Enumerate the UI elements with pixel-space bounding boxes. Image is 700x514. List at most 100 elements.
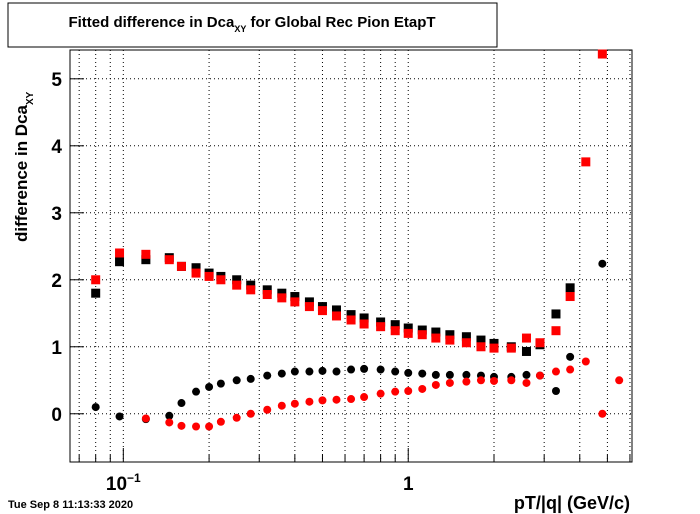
point bbox=[535, 371, 544, 380]
point bbox=[141, 414, 150, 423]
point bbox=[403, 323, 413, 333]
point bbox=[304, 297, 314, 307]
point bbox=[191, 268, 201, 278]
point bbox=[598, 409, 607, 418]
point bbox=[359, 319, 369, 329]
point bbox=[565, 292, 575, 302]
y-tick-label: 2 bbox=[51, 271, 62, 292]
point bbox=[445, 378, 454, 387]
point bbox=[141, 255, 151, 265]
point bbox=[376, 365, 385, 374]
point bbox=[216, 417, 225, 426]
point bbox=[165, 418, 174, 427]
point bbox=[391, 367, 400, 376]
plot-frame bbox=[69, 49, 633, 463]
point bbox=[141, 249, 151, 259]
point bbox=[598, 259, 607, 268]
point bbox=[551, 309, 561, 319]
x-tick-label: 10−1 bbox=[106, 471, 141, 495]
point bbox=[522, 378, 531, 387]
point bbox=[551, 326, 561, 336]
point bbox=[489, 338, 499, 348]
point bbox=[205, 422, 214, 431]
y-tick-label: 4 bbox=[51, 137, 62, 158]
point bbox=[476, 342, 486, 352]
point bbox=[216, 275, 226, 285]
point bbox=[176, 261, 186, 271]
point bbox=[521, 333, 531, 343]
point bbox=[305, 367, 314, 376]
point bbox=[232, 413, 241, 422]
point bbox=[551, 386, 560, 395]
point bbox=[403, 328, 413, 338]
point bbox=[192, 422, 201, 431]
point bbox=[115, 412, 124, 421]
point bbox=[246, 285, 256, 295]
point bbox=[431, 333, 441, 343]
point bbox=[216, 379, 225, 388]
y-tick-label: 5 bbox=[51, 70, 62, 91]
point bbox=[164, 255, 174, 265]
point bbox=[165, 411, 174, 420]
point bbox=[232, 275, 242, 285]
point bbox=[376, 317, 386, 327]
point bbox=[91, 275, 101, 285]
point bbox=[489, 343, 499, 353]
point bbox=[431, 327, 441, 337]
point bbox=[566, 365, 575, 374]
y-tick-label: 3 bbox=[51, 204, 62, 225]
point bbox=[461, 332, 471, 342]
title-box bbox=[7, 2, 498, 48]
point bbox=[462, 377, 471, 386]
point bbox=[476, 335, 486, 345]
y-axis-label: difference in DcaXY bbox=[12, 91, 36, 242]
point bbox=[346, 315, 356, 325]
chart-title: Fitted difference in DcaXY for Global Re… bbox=[68, 14, 435, 34]
point bbox=[246, 280, 256, 290]
point bbox=[551, 367, 560, 376]
point bbox=[615, 376, 624, 385]
point bbox=[418, 369, 427, 378]
point bbox=[290, 297, 300, 307]
point bbox=[376, 322, 386, 332]
point bbox=[246, 409, 255, 418]
point bbox=[347, 395, 356, 404]
point bbox=[535, 338, 545, 348]
point bbox=[445, 335, 455, 345]
point bbox=[232, 280, 242, 290]
point bbox=[507, 376, 516, 385]
point bbox=[246, 374, 255, 383]
point bbox=[91, 403, 100, 412]
point bbox=[191, 263, 201, 273]
point bbox=[177, 399, 186, 408]
point bbox=[305, 397, 314, 406]
point bbox=[390, 326, 400, 336]
y-tick-label: 1 bbox=[51, 338, 62, 359]
point bbox=[262, 285, 272, 295]
point bbox=[277, 369, 286, 378]
point bbox=[277, 293, 287, 303]
point bbox=[445, 370, 454, 379]
point bbox=[566, 352, 575, 361]
x-tick-label-sup: −1 bbox=[127, 471, 141, 485]
point bbox=[318, 366, 327, 375]
point bbox=[290, 399, 299, 408]
point bbox=[232, 376, 241, 385]
point bbox=[506, 343, 516, 353]
point bbox=[521, 346, 531, 356]
point bbox=[417, 325, 427, 335]
point bbox=[115, 248, 125, 258]
point bbox=[263, 371, 272, 380]
point bbox=[115, 257, 125, 267]
point bbox=[461, 338, 471, 348]
timestamp: Tue Sep 8 11:13:33 2020 bbox=[8, 499, 133, 511]
point bbox=[597, 49, 607, 59]
point bbox=[391, 387, 400, 396]
point bbox=[581, 157, 591, 167]
point bbox=[581, 357, 590, 366]
point bbox=[376, 389, 385, 398]
point bbox=[177, 421, 186, 430]
point bbox=[331, 311, 341, 321]
point bbox=[346, 310, 356, 320]
